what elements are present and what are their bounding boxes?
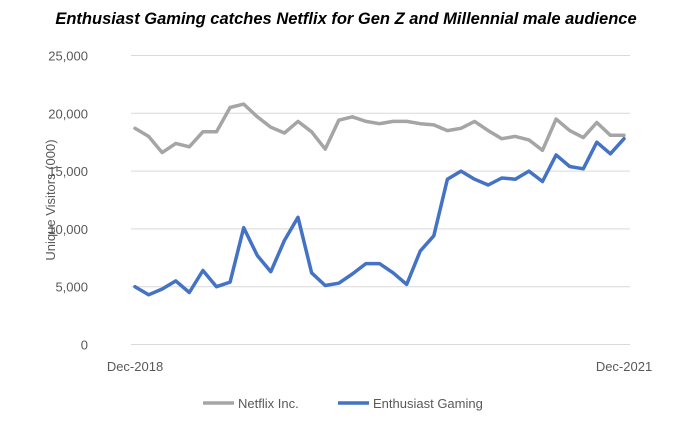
legend: Netflix Inc. Enthusiast Gaming bbox=[203, 396, 483, 411]
y-tick-label: 15,000 bbox=[48, 164, 88, 179]
y-tick-label: 0 bbox=[81, 338, 88, 353]
y-tick-label: 20,000 bbox=[48, 106, 88, 121]
series-line-netflix bbox=[133, 102, 626, 155]
y-tick-label: 25,000 bbox=[48, 49, 88, 64]
series-line-enthusiast-gaming bbox=[133, 136, 626, 297]
legend-label-netflix: Netflix Inc. bbox=[238, 396, 299, 411]
x-tick-label: Dec-2018 bbox=[107, 359, 163, 374]
y-axis-label: Unique Visitors (000) bbox=[43, 139, 58, 260]
y-tick-label: 5,000 bbox=[55, 280, 88, 295]
x-tick-label: Dec-2021 bbox=[596, 359, 652, 374]
legend-label-enthusiast: Enthusiast Gaming bbox=[373, 396, 483, 411]
y-tick-label: 10,000 bbox=[48, 222, 88, 237]
chart-title: Enthusiast Gaming catches Netflix for Ge… bbox=[55, 10, 637, 28]
